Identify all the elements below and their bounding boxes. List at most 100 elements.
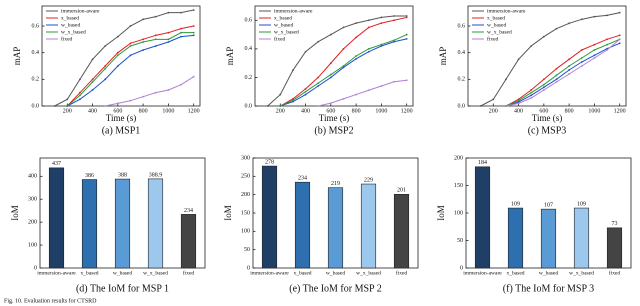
point — [380, 85, 383, 87]
point — [167, 11, 170, 14]
value-label: 73 — [612, 221, 618, 227]
legend-label: w_x_based — [61, 29, 86, 35]
point — [530, 97, 533, 99]
point — [555, 81, 558, 83]
point — [405, 15, 408, 17]
x-tick-label: 600 — [326, 108, 335, 114]
value-label: 388 — [118, 172, 127, 178]
point — [317, 85, 320, 87]
y-tick-label: 0.6 — [32, 23, 40, 29]
plot-frame — [41, 5, 201, 107]
point — [304, 87, 307, 90]
x-axis-label: Time (s) — [532, 113, 562, 123]
point — [580, 65, 583, 67]
y-tick-label: 50 — [244, 247, 250, 253]
value-label: 109 — [577, 201, 586, 207]
y-tick-label: 0.4 — [32, 50, 40, 56]
x-axis-label: Time (s) — [319, 113, 349, 123]
y-tick-label: 200 — [454, 155, 463, 161]
x-tick-label: 1200 — [188, 108, 200, 114]
point — [167, 38, 170, 41]
y-tick-label: 100 — [454, 210, 463, 216]
series-line — [54, 9, 194, 107]
y-tick-label: 0.2 — [458, 77, 466, 83]
bar — [474, 166, 491, 269]
x-tick-label: fixed — [396, 269, 408, 276]
point — [405, 16, 408, 19]
caption: (a) MSP1 — [102, 125, 141, 136]
point — [380, 16, 383, 19]
point — [393, 40, 395, 43]
point — [317, 82, 320, 85]
point — [317, 76, 320, 79]
bar — [360, 183, 377, 269]
point — [405, 79, 408, 82]
point — [555, 67, 558, 70]
point — [618, 38, 621, 41]
point — [542, 89, 545, 91]
point — [405, 33, 408, 36]
point — [129, 25, 132, 27]
point — [606, 38, 608, 41]
point — [517, 98, 520, 101]
bar — [327, 187, 344, 269]
y-tick-label: 300 — [241, 155, 250, 161]
point — [116, 35, 119, 38]
point — [304, 50, 307, 53]
bar — [81, 179, 98, 269]
bar — [114, 178, 131, 269]
x-tick-label: 200 — [276, 108, 285, 114]
bar — [48, 167, 65, 269]
y-tick-label: 0.2 — [245, 75, 253, 81]
point — [367, 26, 370, 29]
point — [329, 62, 332, 65]
point — [192, 9, 195, 11]
x-tick-label: 800 — [352, 108, 361, 114]
x-tick-label: 400 — [88, 108, 97, 114]
y-tick-label: 200 — [28, 220, 37, 226]
point — [505, 78, 507, 81]
series-line — [505, 38, 621, 107]
x-tick-label: w_x_based — [569, 270, 594, 276]
value-label: 201 — [397, 188, 406, 194]
series-line — [505, 34, 620, 107]
legend-label: w_x_based — [487, 29, 512, 35]
point — [355, 57, 358, 60]
value-label: 234 — [298, 176, 307, 182]
point — [593, 57, 596, 59]
point — [279, 93, 282, 96]
point — [618, 34, 621, 37]
point — [292, 100, 294, 103]
point — [342, 97, 345, 100]
point — [180, 11, 182, 14]
x-tick-label: x_based — [293, 270, 311, 276]
point — [66, 105, 69, 107]
point — [79, 91, 81, 94]
point — [380, 43, 383, 46]
bar — [606, 227, 623, 269]
point — [342, 26, 345, 29]
legend-label: immersion-aware — [61, 8, 100, 14]
point — [154, 38, 157, 41]
point — [154, 91, 157, 94]
point — [568, 22, 571, 25]
point — [192, 31, 195, 34]
x-tick-label: x_based — [80, 270, 98, 276]
caption: (d) The IoM for MSP 1 — [76, 283, 169, 294]
y-tick-label: 0.0 — [32, 103, 40, 109]
point — [555, 74, 558, 77]
point — [380, 22, 383, 25]
legend-label: x_based — [274, 15, 292, 21]
y-tick-label: 100 — [241, 229, 250, 235]
point — [479, 105, 482, 107]
series-line — [318, 79, 407, 107]
plot-frame — [467, 5, 627, 107]
x-tick-label: 600 — [539, 108, 548, 114]
point — [167, 89, 170, 91]
point — [129, 99, 132, 102]
point — [355, 93, 358, 96]
point — [568, 73, 571, 75]
point — [580, 57, 583, 59]
point — [79, 94, 81, 97]
